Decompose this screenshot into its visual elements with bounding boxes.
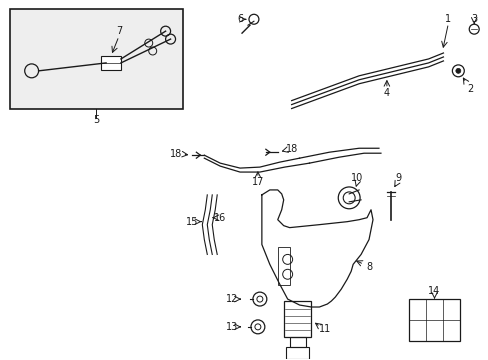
Text: 6: 6 (237, 14, 243, 24)
Text: 14: 14 (427, 286, 440, 296)
Text: 17: 17 (251, 177, 264, 187)
Text: 18: 18 (285, 144, 297, 154)
Bar (283, 301, 311, 337)
Circle shape (455, 68, 460, 73)
Bar (10, 9, 183, 109)
Text: 18: 18 (170, 149, 183, 159)
Text: 9: 9 (395, 173, 401, 183)
Bar (289, 337, 305, 347)
Text: 1: 1 (445, 14, 450, 24)
Text: 16: 16 (214, 213, 226, 223)
Text: 7: 7 (116, 26, 122, 36)
Text: 15: 15 (186, 217, 198, 227)
Text: 3: 3 (470, 14, 476, 24)
Bar (101, 56, 121, 70)
Bar (277, 247, 289, 285)
Text: 8: 8 (365, 262, 371, 272)
Text: 2: 2 (466, 84, 472, 94)
Text: 11: 11 (319, 324, 331, 334)
Text: 4: 4 (383, 88, 389, 98)
Bar (408, 299, 459, 341)
Text: 13: 13 (225, 322, 238, 332)
Text: 5: 5 (93, 116, 99, 126)
Bar (285, 347, 309, 359)
Text: 12: 12 (225, 294, 238, 304)
Text: 10: 10 (350, 173, 363, 183)
